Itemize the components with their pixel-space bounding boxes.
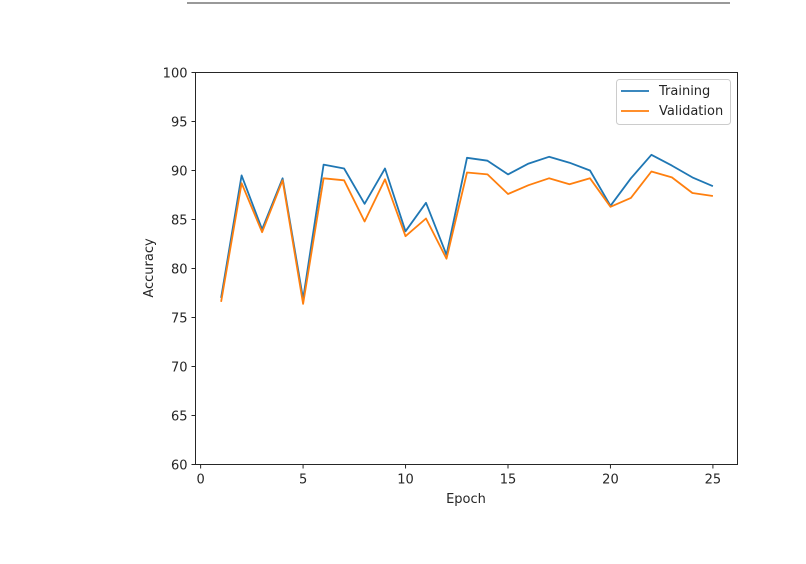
y-tick-label: 80 <box>171 263 188 278</box>
legend-validation-label: Validation <box>659 104 723 119</box>
y-tick-label: 95 <box>171 116 188 131</box>
validation-line <box>220 170 714 305</box>
y-axis-label: Accuracy <box>142 238 157 298</box>
x-tick-label: 25 <box>705 473 722 488</box>
axes-frame <box>195 72 738 465</box>
training-line <box>220 153 714 300</box>
plot-area <box>220 153 714 305</box>
x-tick-label: 20 <box>602 473 619 488</box>
legend-training-label: Training <box>658 84 710 99</box>
y-tick-label: 65 <box>171 410 188 425</box>
x-axis: 0 5 10 15 20 25 <box>196 464 722 488</box>
x-tick-label: 0 <box>196 473 204 488</box>
x-tick-label: 10 <box>397 473 414 488</box>
y-tick-label: 70 <box>171 361 188 376</box>
x-tick-label: 5 <box>299 473 307 488</box>
y-tick-label: 85 <box>171 214 188 229</box>
y-tick-label: 100 <box>163 67 188 82</box>
y-tick-label: 75 <box>171 312 188 327</box>
y-tick-label: 90 <box>171 165 188 180</box>
legend: Training Validation <box>616 79 731 125</box>
y-axis: 60 65 70 75 80 85 90 95 100 <box>163 67 196 474</box>
y-tick-label: 60 <box>171 459 188 474</box>
x-tick-label: 15 <box>500 473 517 488</box>
x-axis-label: Epoch <box>446 492 486 507</box>
